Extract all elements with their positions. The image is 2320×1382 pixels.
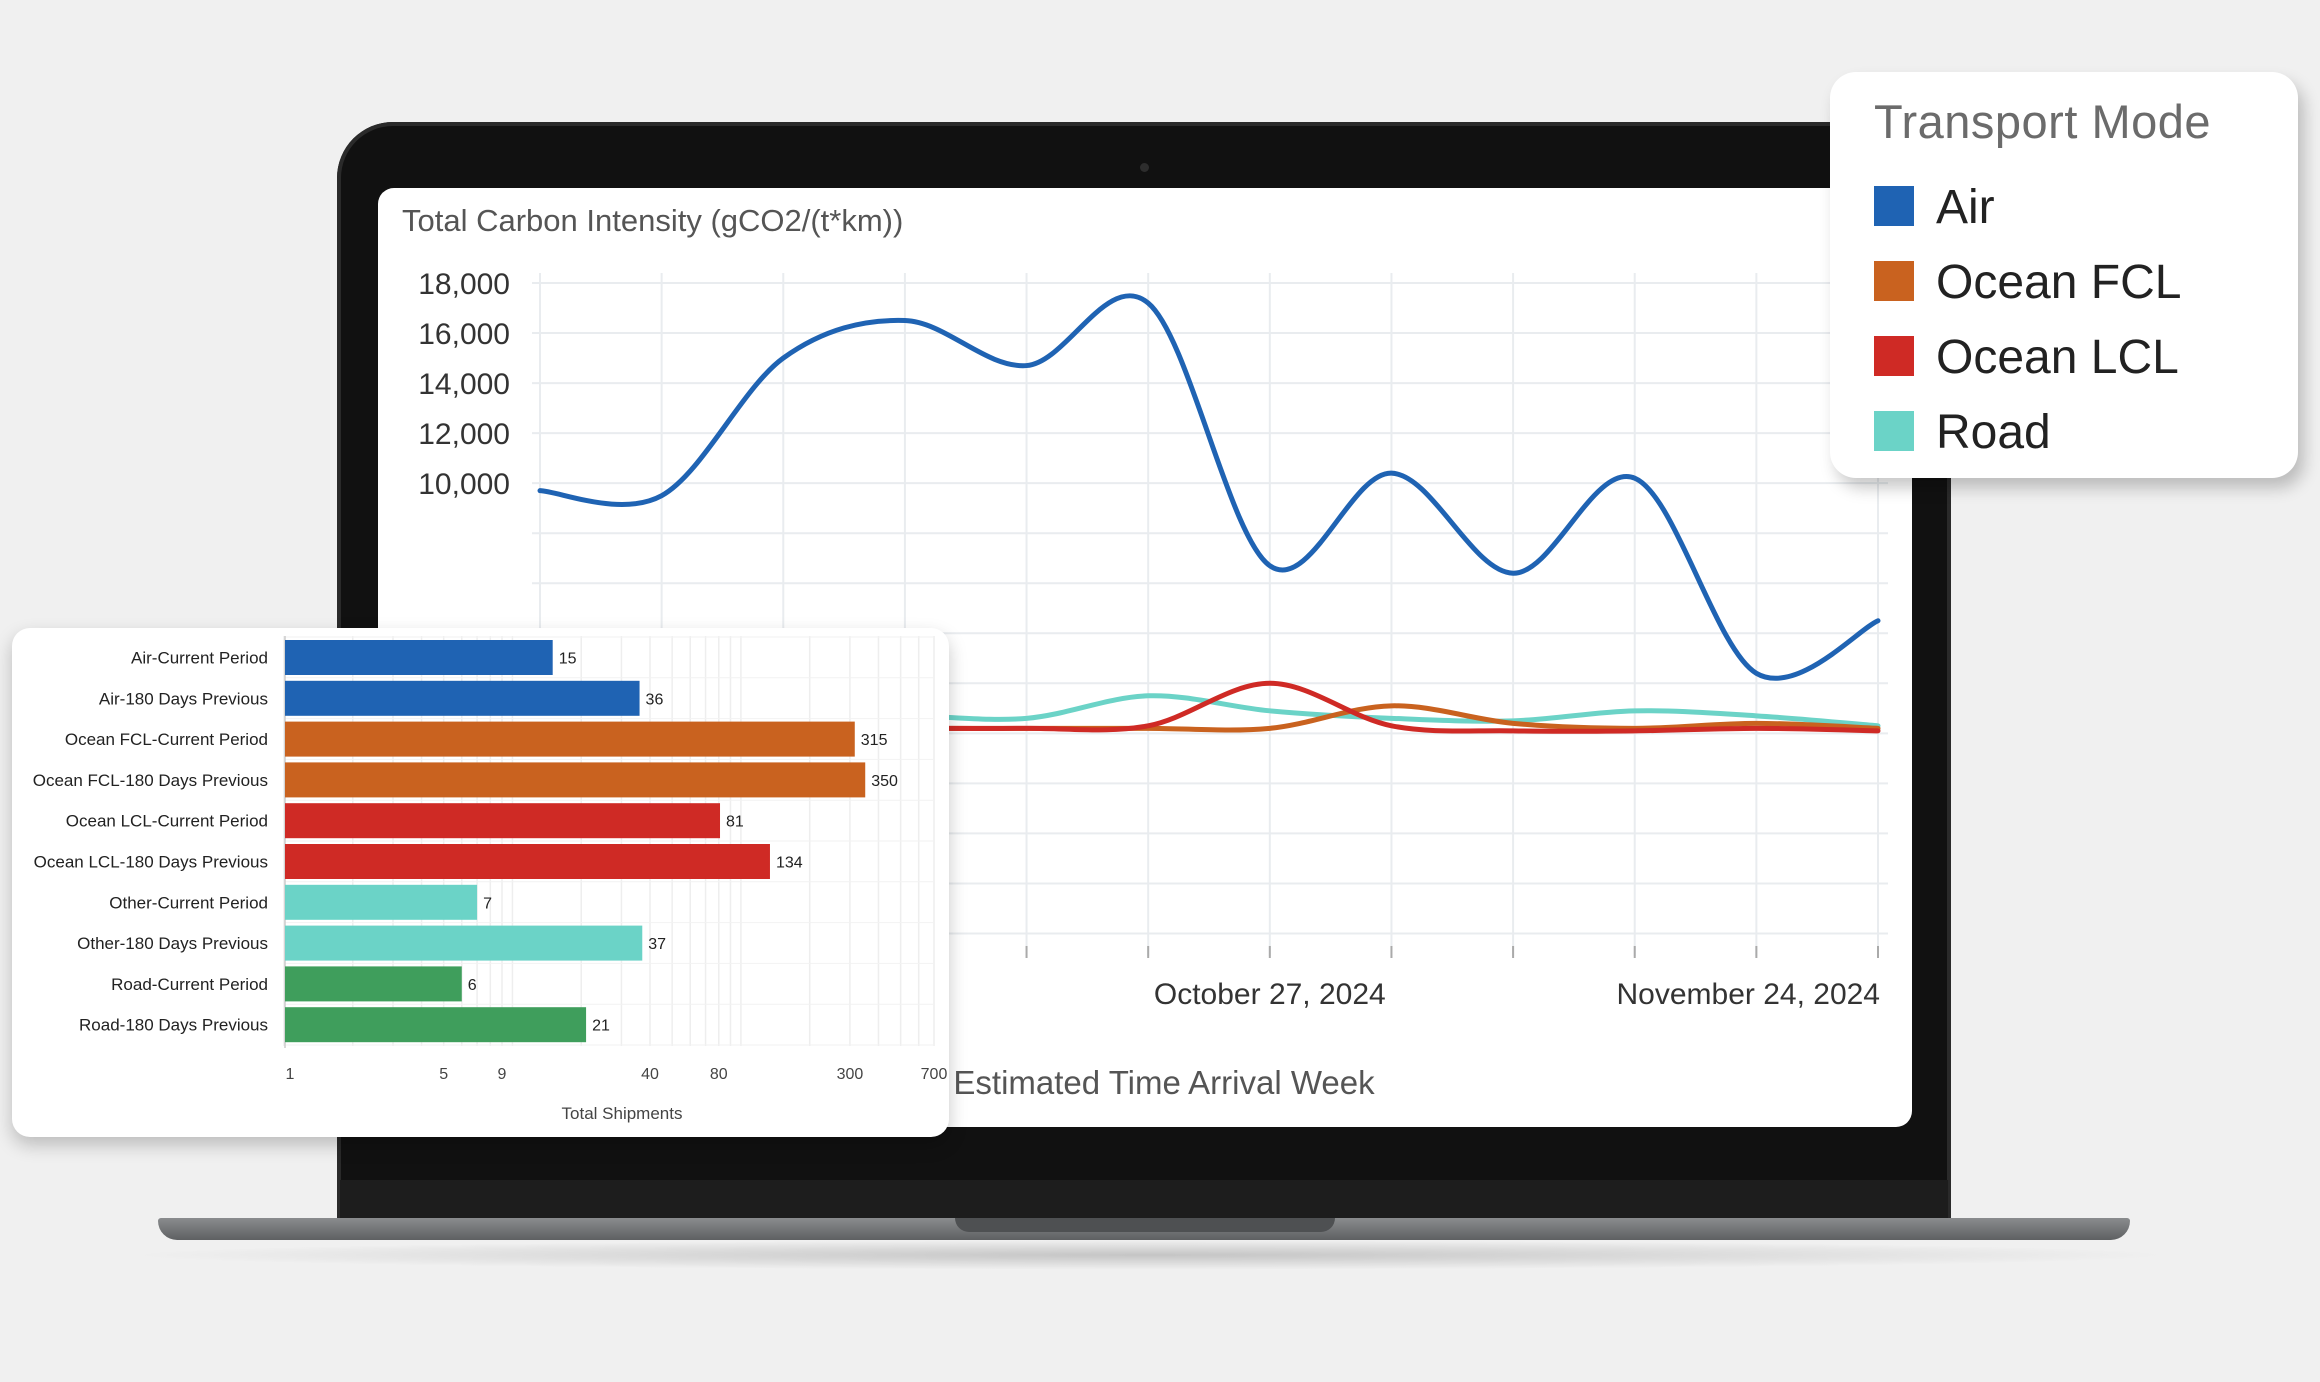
camera-icon xyxy=(1140,163,1149,172)
category-label: Ocean FCL-Current Period xyxy=(65,730,268,749)
x-tick-label: November 24, 2024 xyxy=(1617,978,1881,1011)
y-tick-label: 14,000 xyxy=(418,368,510,401)
bar xyxy=(285,966,462,1002)
bar xyxy=(285,925,643,961)
x-tick-label: 80 xyxy=(710,1066,728,1083)
y-tick-label: 18,000 xyxy=(418,268,510,301)
y-tick-label: 10,000 xyxy=(418,468,510,501)
laptop-shadow xyxy=(120,1240,2180,1270)
x-axis-label: Total Shipments xyxy=(562,1104,683,1123)
x-tick-label: 300 xyxy=(837,1066,864,1083)
x-tick-label: 40 xyxy=(641,1066,659,1083)
legend-title: Transport Mode xyxy=(1874,95,2212,148)
category-label: Ocean FCL-180 Days Previous xyxy=(33,771,268,790)
x-tick-label: 9 xyxy=(498,1066,507,1083)
legend-label: Road xyxy=(1936,406,2051,459)
bar xyxy=(285,721,855,757)
category-label: Other-180 Days Previous xyxy=(77,934,268,953)
bar xyxy=(285,680,640,716)
bar xyxy=(285,640,553,675)
laptop-chin xyxy=(340,1180,1948,1224)
x-axis-label: Estimated Time Arrival Week xyxy=(953,1064,1375,1101)
category-label: Other-Current Period xyxy=(109,893,268,912)
data-label: 36 xyxy=(646,691,664,708)
category-label: Ocean LCL-180 Days Previous xyxy=(34,853,268,872)
category-label: Air-Current Period xyxy=(131,649,268,668)
y-tick-label: 12,000 xyxy=(418,418,510,451)
x-tick-label: 700 xyxy=(921,1066,948,1083)
data-label: 315 xyxy=(861,732,888,749)
bar xyxy=(285,1007,587,1043)
category-label: Road-Current Period xyxy=(111,975,268,994)
bar-chart-panel: Air-Current Period 15 Air-180 Days Previou… xyxy=(12,628,949,1137)
data-label: 81 xyxy=(726,814,744,831)
category-label: Ocean LCL-Current Period xyxy=(66,812,268,831)
data-label: 7 xyxy=(483,895,492,912)
data-label: 37 xyxy=(648,936,666,953)
x-tick-label: October 27, 2024 xyxy=(1154,978,1386,1011)
legend-label: Ocean LCL xyxy=(1936,331,2179,384)
data-label: 350 xyxy=(871,773,898,790)
data-label: 21 xyxy=(592,1018,610,1035)
category-label: Road-180 Days Previous xyxy=(79,1016,268,1035)
bar xyxy=(285,762,866,798)
bar xyxy=(285,803,721,839)
legend-swatch xyxy=(1874,411,1914,451)
data-label: 134 xyxy=(776,855,803,872)
legend-swatch xyxy=(1874,186,1914,226)
legend-swatch xyxy=(1874,261,1914,301)
x-tick-label: 1 xyxy=(286,1066,295,1083)
bar xyxy=(285,884,478,920)
laptop-notch xyxy=(955,1218,1335,1232)
y-tick-label: 16,000 xyxy=(418,318,510,351)
legend-label: Air xyxy=(1936,181,1995,234)
x-tick-label: 5 xyxy=(439,1066,448,1083)
bar xyxy=(285,844,770,879)
data-label: 6 xyxy=(468,977,477,994)
transport-mode-legend: Transport Mode Air Ocean FCL Ocean LCL R… xyxy=(1830,72,2298,478)
legend-swatch xyxy=(1874,336,1914,376)
category-label: Air-180 Days Previous xyxy=(99,689,268,708)
series-line-air xyxy=(537,293,1881,681)
chart-title: Total Carbon Intensity (gCO2/(t*km)) xyxy=(402,203,903,238)
legend-label: Ocean FCL xyxy=(1936,256,2182,309)
data-label: 15 xyxy=(559,651,577,668)
